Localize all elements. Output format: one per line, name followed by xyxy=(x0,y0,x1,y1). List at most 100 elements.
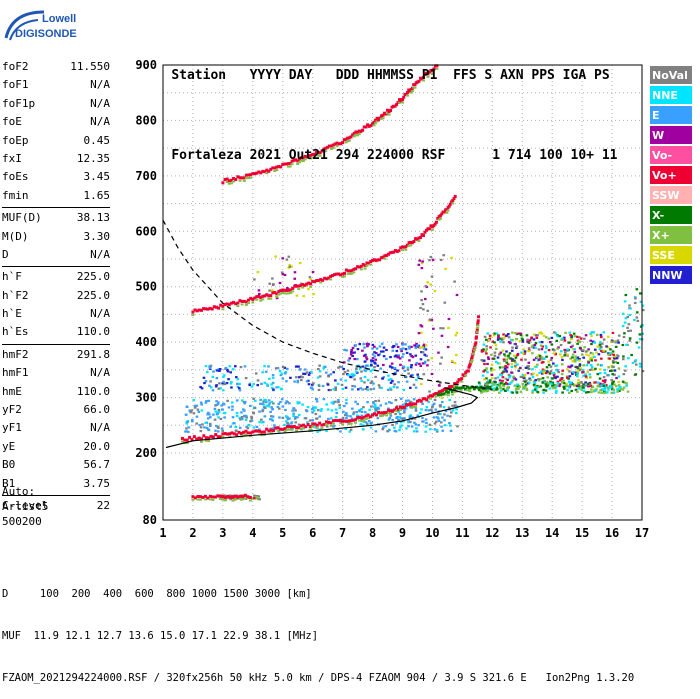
echo-point xyxy=(311,270,315,274)
echo-point xyxy=(277,402,281,406)
echo-point xyxy=(213,407,217,411)
echo-point xyxy=(354,344,358,347)
echo-point xyxy=(530,345,534,349)
echo-point xyxy=(257,289,261,292)
trace-point xyxy=(418,236,422,240)
echo-point xyxy=(360,410,364,413)
echo-point xyxy=(349,353,353,356)
echo-point xyxy=(217,387,221,390)
echo-point xyxy=(288,265,292,268)
echo-point xyxy=(327,375,330,378)
trace-point xyxy=(193,496,197,500)
echo-point xyxy=(369,381,373,385)
trace-point xyxy=(405,91,409,95)
echo-point xyxy=(437,419,441,422)
echo-point xyxy=(394,354,398,357)
echo-point xyxy=(368,408,371,411)
header-value-date: 2021 Out21 xyxy=(249,148,328,163)
trace-point xyxy=(253,296,257,300)
echo-point xyxy=(598,377,602,380)
echo-point xyxy=(532,383,536,386)
trace-point xyxy=(287,288,291,292)
trace-point xyxy=(473,346,477,349)
echo-point xyxy=(586,382,590,385)
trace-point xyxy=(378,258,382,262)
echo-point xyxy=(531,389,535,392)
echo-point xyxy=(355,367,358,370)
echo-point xyxy=(387,407,390,410)
echo-point xyxy=(308,276,312,279)
trace-point xyxy=(249,173,253,177)
trace-point xyxy=(296,162,300,165)
trace-point xyxy=(361,128,365,132)
echo-point xyxy=(624,317,628,320)
trace-point xyxy=(199,440,203,443)
echo-point xyxy=(371,359,375,363)
echo-point xyxy=(345,417,348,420)
echo-point xyxy=(399,421,403,424)
trace-point xyxy=(474,335,478,339)
echo-point xyxy=(596,345,599,348)
trace-point xyxy=(386,112,390,115)
header-value-time: 294 224000 RSF xyxy=(335,148,446,163)
echo-point xyxy=(371,343,375,347)
echo-point xyxy=(407,399,410,402)
echo-point xyxy=(573,384,576,387)
echo-point xyxy=(612,391,616,394)
echo-point xyxy=(235,411,239,415)
echo-point xyxy=(399,363,402,366)
echo-point xyxy=(490,369,493,372)
echo-point xyxy=(260,382,263,385)
echo-point xyxy=(387,418,391,421)
echo-point xyxy=(482,359,486,362)
echo-point xyxy=(231,368,235,371)
echo-point xyxy=(441,429,445,432)
trace-point xyxy=(251,301,255,304)
echo-point xyxy=(426,359,430,362)
echo-point xyxy=(623,332,626,335)
trace-point xyxy=(329,144,333,148)
trace-point xyxy=(218,435,222,439)
echo-point xyxy=(482,348,485,351)
echo-point xyxy=(502,341,505,344)
param-name: fxI xyxy=(2,151,22,165)
echo-point xyxy=(215,369,219,372)
echo-point xyxy=(601,383,605,386)
echo-point xyxy=(394,371,397,374)
x-tick-label: 6 xyxy=(309,526,316,540)
echo-point xyxy=(510,359,514,362)
echo-point xyxy=(589,332,592,335)
echo-point xyxy=(518,385,522,388)
trace-point xyxy=(386,252,390,256)
echo-point xyxy=(234,365,237,368)
trace-point xyxy=(444,390,448,394)
param-row: foEp 0.45 xyxy=(2,132,110,150)
echo-point xyxy=(546,384,550,387)
echo-point xyxy=(258,292,261,296)
trace-point xyxy=(354,133,358,136)
param-name: D xyxy=(2,247,9,261)
trace-point xyxy=(208,494,212,498)
echo-point xyxy=(283,372,287,375)
trace-point xyxy=(290,428,294,431)
echo-point xyxy=(441,416,444,419)
echo-point xyxy=(314,412,318,416)
echo-point xyxy=(363,411,367,414)
x-tick-label: 8 xyxy=(369,526,376,540)
echo-point xyxy=(568,331,572,334)
trace-point xyxy=(427,70,431,74)
echo-point xyxy=(403,408,406,411)
echo-point xyxy=(286,367,289,371)
trace-point xyxy=(307,154,311,158)
echo-point xyxy=(285,400,288,403)
trace-point xyxy=(238,179,242,182)
trace-point xyxy=(230,431,234,435)
param-name: hmF1 xyxy=(2,366,29,380)
trace-point xyxy=(358,419,362,422)
echo-point xyxy=(211,389,215,392)
echo-point xyxy=(577,385,581,388)
trace-point xyxy=(383,257,387,260)
trace-point xyxy=(249,296,253,300)
echo-point xyxy=(433,289,437,293)
